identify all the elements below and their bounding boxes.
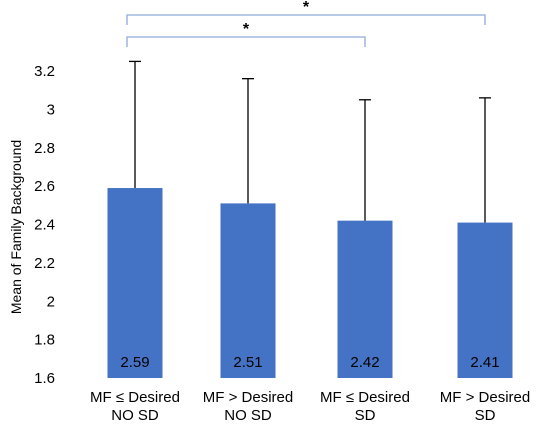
bars (107, 188, 513, 378)
y-tick-label: 3.2 (34, 63, 55, 80)
significance-brackets: ** (126, 0, 486, 47)
category-label: NO SD (224, 407, 272, 424)
category-label: SD (475, 407, 496, 424)
bar (220, 203, 276, 378)
y-axis-label: Mean of Family Background (8, 140, 24, 314)
significance-label: * (303, 0, 310, 16)
bar (107, 188, 163, 378)
bar (457, 222, 513, 378)
data-label: 2.42 (350, 354, 379, 371)
category-label: SD (355, 407, 376, 424)
error-bars (129, 60, 491, 223)
bar (337, 220, 393, 378)
y-tick-label: 1.8 (34, 332, 55, 349)
significance-bracket (126, 36, 366, 47)
y-tick-label: 2 (47, 293, 55, 310)
data-label: 2.59 (120, 354, 149, 371)
y-tick-label: 1.6 (34, 370, 55, 387)
data-label: 2.41 (470, 354, 499, 371)
y-axis-ticks: 1.6 1.8 2 2.2 2.4 2.6 2.8 3 3.2 (34, 63, 55, 387)
y-tick-label: 2.2 (34, 255, 55, 272)
category-label: MF > Desired (440, 389, 530, 406)
category-label: NO SD (111, 407, 159, 424)
data-label: 2.51 (233, 354, 262, 371)
data-labels: 2.59 2.51 2.42 2.41 (120, 354, 499, 371)
y-tick-label: 2.8 (34, 140, 55, 157)
y-tick-label: 3 (47, 101, 55, 118)
category-label: MF ≤ Desired (320, 389, 410, 406)
category-label: MF ≤ Desired (90, 389, 180, 406)
significance-bracket (126, 14, 486, 25)
y-tick-label: 2.6 (34, 178, 55, 195)
significance-label: * (243, 21, 250, 38)
y-tick-label: 2.4 (34, 217, 55, 234)
category-label: MF > Desired (203, 389, 293, 406)
